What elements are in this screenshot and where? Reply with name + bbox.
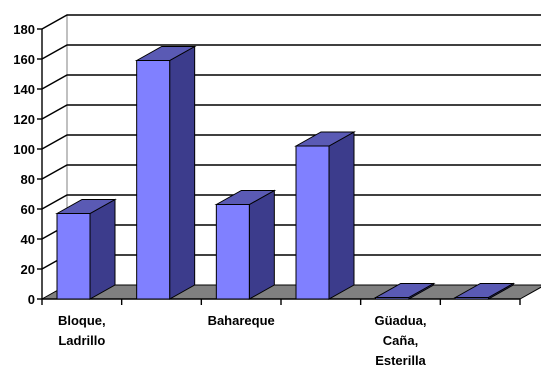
x-category-label-line: Güadua, [374,313,426,328]
chart-walls [41,14,541,300]
x-category-label-line: Bahareque [208,313,275,328]
gridline [41,134,541,150]
bar [55,198,117,300]
bar-front [136,60,171,300]
bar [214,189,277,300]
bar-front [215,204,250,300]
y-tick-label: 80 [21,172,35,187]
bar-top [453,283,516,298]
gridline [41,194,541,210]
y-tick-label: 180 [13,22,35,37]
gridline [41,104,541,120]
gridline [41,14,541,30]
y-tick-label: 100 [13,142,35,157]
y-tick-label: 140 [13,82,35,97]
axes [41,29,521,305]
bar-top [373,283,436,298]
bar-side [89,198,116,300]
bar-top [294,131,356,147]
x-category-label: Bloque, Ladrillo [58,313,106,348]
y-tick-label: 160 [13,52,35,67]
y-tick-label: 60 [21,202,35,217]
y-tick-label: 40 [21,232,35,247]
bar-front [56,213,91,300]
y-tick-label: 120 [13,112,35,127]
bar-front [295,145,330,300]
bar-top [134,46,197,61]
x-category-label-line: Esterilla [375,353,426,367]
x-category-label-line: Ladrillo [58,333,105,348]
bars [55,45,516,300]
bar-side [328,131,355,300]
x-axis-labels: Bloque, Ladrillo Bahareque Güadua, Caña, Este… [58,313,427,367]
gridline [41,164,541,180]
bar [294,131,356,300]
gridline [41,44,541,60]
gridline [41,74,541,90]
y-axis-ticks: 0 20 40 60 80 100 120 140 160 180 [13,22,42,307]
bar-side [169,45,196,300]
x-category-label-line: Bloque, [58,313,106,328]
bar [453,282,516,300]
bar [134,45,197,300]
bar-side [248,189,275,300]
x-category-label-line: Caña, [383,333,418,348]
gridlines [41,14,541,270]
x-category-label: Güadua, Caña, Esterilla [374,313,426,367]
bar-top [214,190,277,205]
y-tick-label: 0 [28,292,35,307]
y-tick-label: 20 [21,262,35,277]
bar-top [55,199,117,214]
bar [373,282,436,300]
x-category-label: Bahareque [208,313,275,328]
